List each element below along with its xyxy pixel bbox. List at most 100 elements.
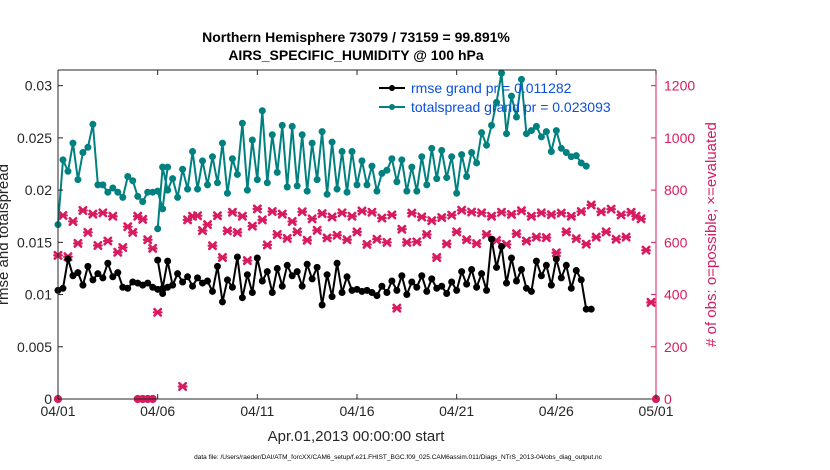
obs-evaluated-point bbox=[117, 243, 128, 253]
obs-evaluated-point bbox=[526, 211, 537, 221]
rmse-point bbox=[512, 277, 520, 285]
totalspread-point bbox=[184, 185, 192, 193]
y-right-tick-label: 200 bbox=[664, 339, 688, 355]
rmse-point bbox=[303, 260, 311, 268]
totalspread-point bbox=[393, 178, 401, 186]
rmse-point bbox=[443, 290, 451, 298]
rmse-point bbox=[283, 261, 291, 269]
totalspread-point bbox=[527, 127, 535, 135]
y-left-tick-label: 0.005 bbox=[17, 339, 52, 355]
totalspread-point bbox=[353, 181, 361, 189]
rmse-point bbox=[587, 305, 595, 313]
totalspread-point bbox=[483, 141, 491, 149]
rmse-point bbox=[218, 298, 226, 306]
totalspread-point bbox=[488, 121, 496, 129]
rmse-point bbox=[572, 267, 580, 275]
rmse-point bbox=[114, 269, 122, 277]
totalspread-point bbox=[318, 128, 326, 136]
totalspread-point bbox=[139, 198, 147, 206]
totalspread-point bbox=[398, 156, 406, 164]
totalspread-point bbox=[213, 179, 221, 187]
y-right-tick-label: 1200 bbox=[664, 78, 695, 94]
y-axis-label-right: # of obs: o=possible; ×=evaluated bbox=[703, 122, 720, 347]
obs-evaluated-point bbox=[426, 216, 437, 226]
obs-evaluated-point bbox=[616, 210, 627, 220]
x-tick-label: 04/21 bbox=[439, 403, 474, 419]
obs-evaluated-point bbox=[222, 226, 233, 236]
rmse-point bbox=[478, 270, 486, 278]
obs-evaluated-point bbox=[332, 230, 343, 240]
totalspread-point bbox=[64, 167, 72, 175]
rmse-point bbox=[64, 255, 72, 263]
obs-evaluated-point bbox=[137, 214, 148, 224]
rmse-point bbox=[547, 281, 555, 289]
rmse-point bbox=[393, 286, 401, 294]
obs-evaluated-point bbox=[476, 208, 487, 218]
obs-evaluated-point bbox=[337, 208, 347, 218]
rmse-point bbox=[104, 259, 112, 267]
totalspread-point bbox=[298, 131, 306, 139]
totalspread-point bbox=[174, 193, 182, 201]
rmse-point bbox=[493, 263, 501, 271]
totalspread-legend-marker bbox=[389, 104, 395, 110]
obs-evaluated-point bbox=[317, 209, 328, 219]
obs-evaluated-point bbox=[68, 216, 78, 226]
totalspread-point bbox=[503, 130, 510, 138]
obs-evaluated-point bbox=[97, 208, 108, 218]
y-right-tick-label: 0 bbox=[664, 391, 672, 407]
totalspread-point bbox=[288, 122, 296, 130]
obs-evaluated-point bbox=[636, 214, 646, 224]
x-tick-label: 05/01 bbox=[638, 403, 673, 419]
rmse-point bbox=[243, 271, 251, 279]
totalspread-point bbox=[572, 152, 580, 160]
totalspread-point bbox=[343, 188, 351, 196]
obs-evaluated-point bbox=[202, 220, 213, 230]
rmse-point bbox=[144, 279, 152, 287]
obs-evaluated-point bbox=[237, 211, 248, 221]
totalspread-point bbox=[84, 143, 92, 151]
obs-evaluated-point bbox=[451, 227, 462, 237]
totalspread-point bbox=[109, 184, 117, 192]
totalspread-point bbox=[194, 185, 202, 193]
rmse-point bbox=[89, 276, 97, 284]
plot-background bbox=[58, 70, 656, 399]
obs-evaluated-point bbox=[401, 237, 412, 247]
totalspread-point bbox=[74, 176, 82, 184]
totalspread-point bbox=[577, 159, 585, 167]
rmse-point bbox=[213, 262, 221, 270]
totalspread-point bbox=[248, 136, 256, 144]
totalspread-point bbox=[99, 181, 107, 189]
totalspread-point bbox=[119, 193, 127, 201]
y-left-tick-label: 0 bbox=[44, 391, 52, 407]
rmse-point bbox=[498, 243, 506, 251]
rmse-point bbox=[253, 254, 261, 262]
obs-evaluated-point bbox=[611, 234, 622, 244]
rmse-point bbox=[204, 277, 211, 285]
rmse-point bbox=[278, 282, 286, 290]
rmse-point bbox=[228, 283, 236, 291]
totalspread-point bbox=[517, 75, 525, 83]
rmse-point bbox=[343, 273, 351, 281]
totalspread-point bbox=[463, 173, 471, 181]
totalspread-point bbox=[159, 163, 167, 171]
rmse-point bbox=[398, 272, 406, 280]
obs-evaluated-point bbox=[381, 237, 392, 247]
obs-evaluated-point bbox=[297, 207, 308, 217]
obs-evaluated-point bbox=[262, 240, 273, 250]
rmse-point bbox=[233, 253, 241, 261]
obs-evaluated-point bbox=[322, 233, 333, 243]
obs-evaluated-point bbox=[646, 297, 656, 307]
rmse-point bbox=[517, 265, 525, 273]
totalspread-point bbox=[79, 149, 87, 157]
rmse-point bbox=[552, 255, 560, 263]
rmse-point bbox=[69, 272, 77, 280]
rmse-point bbox=[503, 279, 510, 287]
totalspread-point bbox=[238, 119, 246, 127]
totalspread-point bbox=[468, 149, 476, 157]
x-tick-label: 04/11 bbox=[240, 403, 274, 419]
totalspread-point bbox=[313, 176, 321, 184]
obs-evaluated-point bbox=[267, 207, 278, 217]
rmse-point bbox=[423, 287, 431, 295]
obs-evaluated-point bbox=[541, 233, 552, 243]
obs-evaluated-point bbox=[376, 213, 387, 223]
